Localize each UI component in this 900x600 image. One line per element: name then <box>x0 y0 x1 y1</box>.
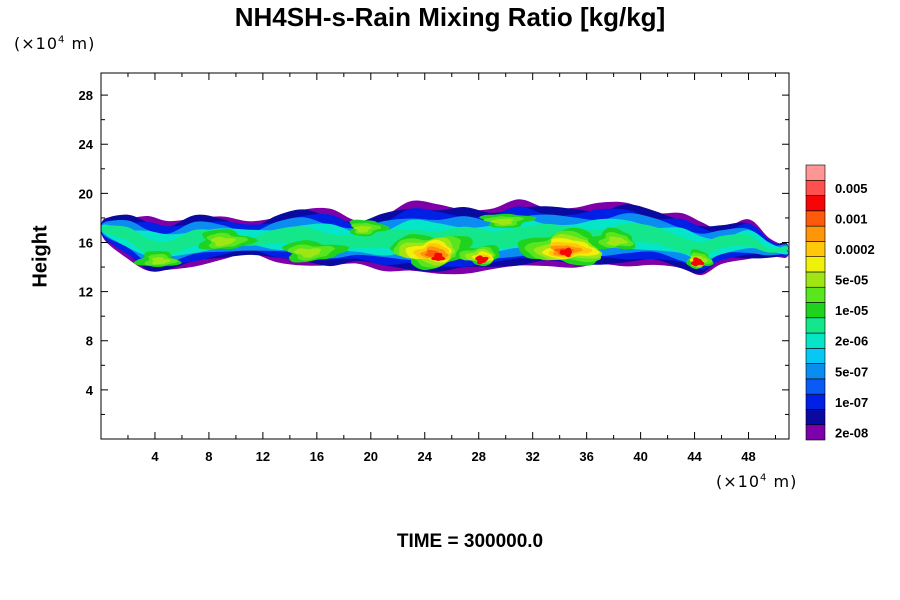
plot-frame <box>100 72 790 440</box>
colorbar-swatch <box>805 271 826 288</box>
chart-title: NH4SH-s-Rain Mixing Ratio [kg/kg] <box>234 2 666 32</box>
colorbar: 2e-08 1e-07 5e-07 2e-06 1e-05 5e-05 0.0002 0.00… <box>805 164 875 441</box>
y-tick-label: 16 <box>79 235 93 250</box>
colorbar-swatch <box>805 164 826 181</box>
core-contour <box>152 257 171 265</box>
colorbar-label: 0.001 <box>835 211 868 226</box>
x-unit-suffix: m) <box>767 472 798 491</box>
x-tick-label: 28 <box>471 449 485 464</box>
x-tick-label: 32 <box>525 449 539 464</box>
y-tick-label: 20 <box>79 186 93 201</box>
x-tick-label: 44 <box>687 449 702 464</box>
x-tick-label: 20 <box>364 449 378 464</box>
core-contour <box>490 218 514 226</box>
y-tick-label: 8 <box>86 334 93 349</box>
field-layers <box>101 199 789 276</box>
y-unit-suffix: m) <box>65 34 96 53</box>
y-tick-label: 24 <box>79 137 94 152</box>
colorbar-label: 5e-05 <box>835 273 868 288</box>
y-tick-label: 12 <box>79 285 93 300</box>
colorbar-swatch <box>805 363 826 380</box>
y-unit-prefix: (×10 <box>14 34 59 53</box>
local-maximum <box>690 257 705 267</box>
colorbar-swatch <box>805 348 826 364</box>
colorbar-swatch <box>805 256 826 273</box>
x-axis-unit: (×104 m) <box>716 472 797 491</box>
x-tick-label: 12 <box>256 449 270 464</box>
x-tick-label: 48 <box>741 449 755 464</box>
colorbar-label: 1e-05 <box>835 303 868 318</box>
colorbar-swatch <box>805 317 826 334</box>
core-contour <box>293 248 321 258</box>
colorbar-swatch <box>805 424 826 441</box>
colorbar-swatch <box>805 286 826 303</box>
x-unit-prefix: (×10 <box>716 472 761 491</box>
colorbar-swatch <box>805 225 826 242</box>
colorbar-swatch <box>805 393 826 410</box>
colorbar-swatch <box>805 210 826 227</box>
time-label: TIME = 300000.0 <box>396 531 544 552</box>
mixing-ratio-field <box>101 199 789 276</box>
colorbar-label: 0.0002 <box>835 242 875 257</box>
colorbar-swatch <box>805 179 826 196</box>
colorbar-label: 1e-07 <box>835 395 868 410</box>
y-axis-unit: (×104 m) <box>14 34 95 53</box>
x-tick-label: 8 <box>205 449 212 464</box>
y-unit-exponent: 4 <box>58 34 66 46</box>
core-contour <box>353 225 372 233</box>
colorbar-label: 2e-08 <box>835 425 868 440</box>
colorbar-swatch <box>805 409 826 426</box>
colorbar-swatch <box>805 241 826 257</box>
y-tick-label: 28 <box>79 88 93 103</box>
core-contour <box>211 236 237 247</box>
colorbar-label: 5e-07 <box>835 364 868 379</box>
colorbar-swatch <box>805 378 826 395</box>
colorbar-label: 0.005 <box>835 181 868 196</box>
colorbar-swatch <box>805 302 826 319</box>
colorbar-swatch <box>805 332 826 349</box>
x-tick-label: 16 <box>310 449 324 464</box>
local-maximum <box>559 247 573 258</box>
x-tick-label: 4 <box>151 449 159 464</box>
core-contour <box>606 236 628 246</box>
local-maximum <box>475 255 489 265</box>
x-tick-label: 36 <box>579 449 593 464</box>
x-tick-label: 24 <box>418 449 433 464</box>
x-tick-label: 40 <box>633 449 647 464</box>
y-tick-label: 4 <box>86 383 94 398</box>
local-maximum <box>431 252 446 261</box>
x-unit-exponent: 4 <box>760 472 768 484</box>
colorbar-swatch <box>805 195 826 212</box>
colorbar-label: 2e-06 <box>835 334 868 349</box>
